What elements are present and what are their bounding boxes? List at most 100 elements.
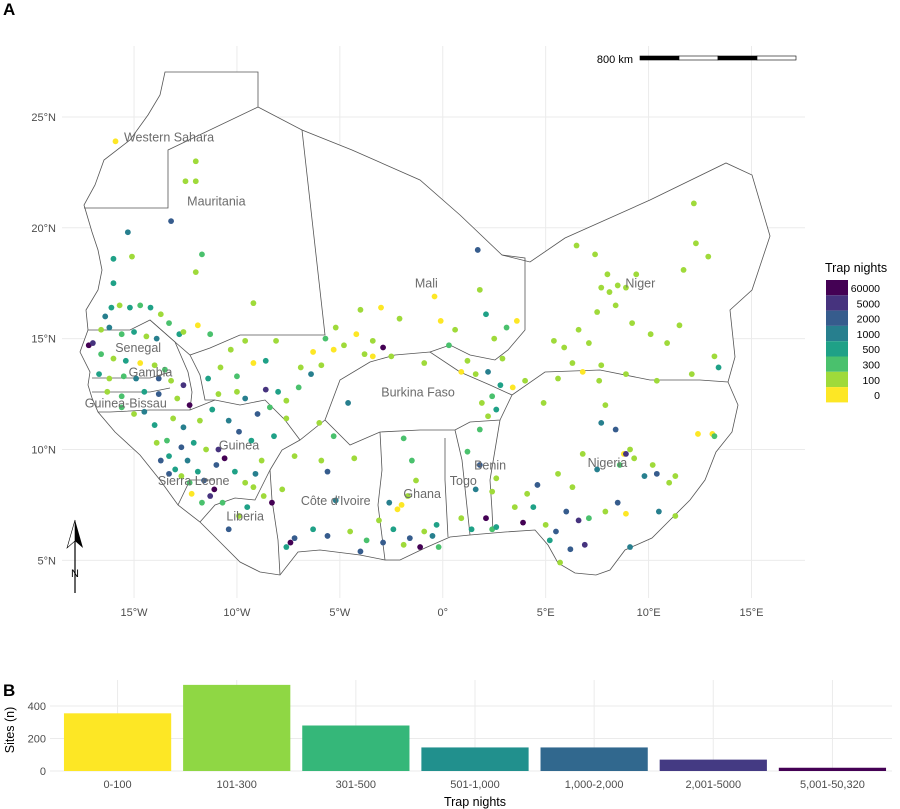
sample-site-point <box>248 437 255 444</box>
sample-site-point <box>627 446 633 453</box>
sample-site-point <box>575 517 582 524</box>
sample-site-point <box>592 251 598 258</box>
sample-site-point <box>388 353 395 360</box>
country-label: Niger <box>625 277 655 291</box>
sample-site-point <box>310 349 316 355</box>
sample-site-point <box>563 508 570 515</box>
sample-site-point <box>585 340 592 346</box>
map-land <box>79 71 771 576</box>
legend-swatch <box>826 325 848 342</box>
map-country-labels: Western Sahara Mauritania Mali Niger Senegal… <box>85 130 655 523</box>
sample-site-point <box>458 515 465 522</box>
sample-site-point <box>269 499 275 506</box>
sample-site-point <box>380 539 386 546</box>
scale-bar-segment <box>756 55 797 61</box>
sample-site-point <box>612 302 619 309</box>
sample-site-point <box>485 368 491 375</box>
bar <box>778 767 887 771</box>
sample-site-point <box>236 428 242 435</box>
sample-site-point <box>394 506 401 513</box>
sample-site-point <box>199 499 205 506</box>
sample-site-point <box>157 457 164 464</box>
scale-bar-segment <box>678 55 719 61</box>
sample-site-point <box>476 462 483 468</box>
sample-site-point <box>275 388 282 395</box>
border-benin <box>454 419 501 536</box>
sample-site-point <box>96 371 102 377</box>
sample-site-point <box>542 521 549 528</box>
sample-site-point <box>491 335 498 342</box>
sample-site-point <box>585 515 592 522</box>
scale-bar-label: 800 km <box>597 54 633 66</box>
sample-site-point <box>188 490 195 497</box>
sample-site-point <box>446 342 452 349</box>
sample-site-point <box>116 302 123 309</box>
sample-site-point <box>464 357 471 364</box>
sample-site-point <box>106 324 113 331</box>
sample-site-point <box>178 444 185 451</box>
sample-site-point <box>283 544 290 550</box>
sample-site-point <box>345 400 351 406</box>
sample-site-point <box>472 371 479 377</box>
country-label: Togo <box>450 474 477 488</box>
bar-x-tick-label: 2,001-5000 <box>685 779 741 791</box>
sample-site-point <box>316 419 323 426</box>
legend-label: 5000 <box>857 298 881 310</box>
sample-site-point <box>606 289 613 295</box>
sample-site-point <box>623 284 629 291</box>
sample-site-point <box>104 388 111 395</box>
legend-swatch <box>826 280 848 296</box>
sample-site-point <box>688 371 695 377</box>
sample-site-point <box>347 528 354 535</box>
border-senegal <box>88 319 193 413</box>
sample-site-point <box>283 397 290 404</box>
sample-site-point <box>201 477 207 484</box>
sample-site-point <box>485 413 491 420</box>
sample-site-point <box>672 513 679 519</box>
sample-site-point <box>260 493 267 499</box>
sample-site-point <box>653 470 660 477</box>
sample-site-point <box>279 486 286 493</box>
sample-site-point <box>330 346 337 353</box>
sample-site-point <box>308 371 314 377</box>
sample-site-point <box>112 138 119 145</box>
map-lon-tick-label: 15°W <box>121 607 149 619</box>
sample-site-point <box>575 326 582 333</box>
legend-swatch <box>826 387 848 403</box>
sample-site-point <box>178 473 185 479</box>
border-mali-niger <box>429 254 526 361</box>
sample-site-point <box>225 526 232 533</box>
sample-site-point <box>141 388 148 395</box>
sample-site-point <box>569 484 576 491</box>
sample-site-point <box>164 437 170 444</box>
sample-site-point <box>194 468 201 475</box>
country-label: Ghana <box>403 487 441 501</box>
north-arrow-icon <box>75 520 83 548</box>
sample-site-point <box>215 446 222 453</box>
sample-site-point <box>598 362 605 369</box>
sample-site-point <box>530 504 537 511</box>
sample-site-point <box>534 482 541 488</box>
sample-site-point <box>151 422 158 428</box>
sample-site-point <box>380 344 386 351</box>
bar <box>63 713 172 771</box>
bar-x-axis-title: Trap nights <box>444 795 506 809</box>
sample-site-point <box>581 541 588 548</box>
legend-label: 1000 <box>857 329 881 341</box>
sample-site-point <box>192 158 199 165</box>
sample-site-point <box>413 477 419 484</box>
sample-site-point <box>567 546 574 553</box>
sample-site-point <box>435 544 442 550</box>
border-mali-south <box>189 354 215 401</box>
sample-site-point <box>604 271 611 278</box>
sample-site-point <box>602 508 609 515</box>
sample-site-point <box>172 466 179 473</box>
sample-site-point <box>513 317 520 324</box>
sample-site-point <box>629 320 636 327</box>
sample-site-point <box>209 406 216 413</box>
sample-site-point <box>297 364 304 371</box>
sample-site-point <box>357 548 364 555</box>
sample-site-point <box>131 411 137 417</box>
country-label: Sierra Leone <box>158 474 230 488</box>
sample-site-point <box>166 470 172 477</box>
